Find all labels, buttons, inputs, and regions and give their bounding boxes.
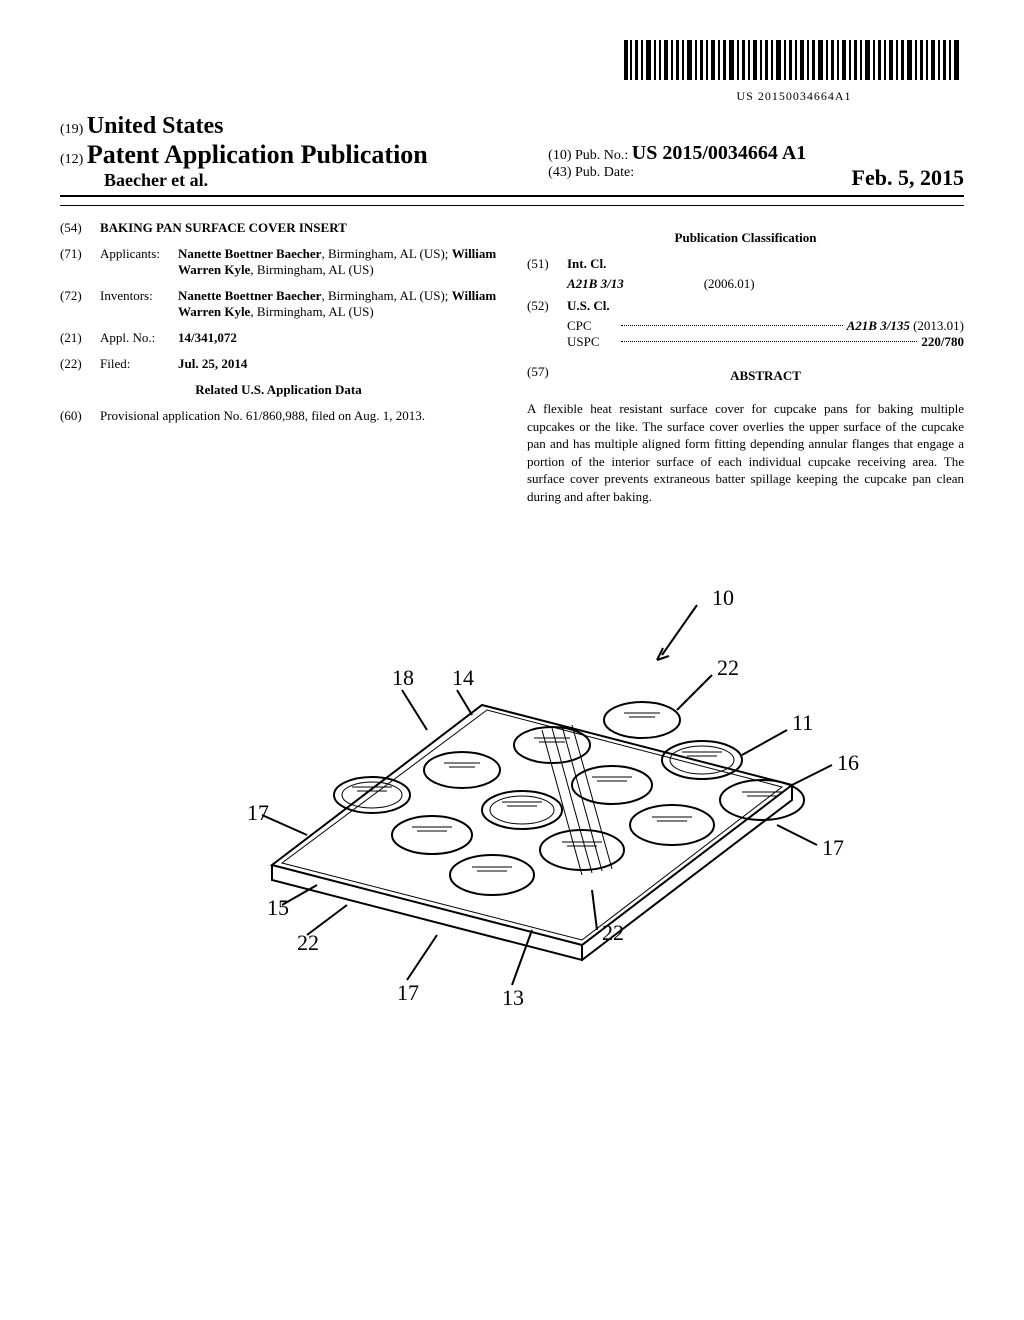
field-22: (22) Filed: Jul. 25, 2014 <box>60 356 497 372</box>
cpc-row: CPC A21B 3/135 (2013.01) <box>567 318 964 334</box>
intcl-ver: (2006.01) <box>704 276 755 292</box>
uspc-row: USPC 220/780 <box>567 334 964 350</box>
code-72: (72) <box>60 288 100 320</box>
body-71: Nanette Boettner Baecher, Birmingham, AL… <box>178 246 497 278</box>
field-71: (71) Applicants: Nanette Boettner Baeche… <box>60 246 497 278</box>
field-54: (54) BAKING PAN SURFACE COVER INSERT <box>60 220 497 236</box>
uspc-label: USPC <box>567 334 617 350</box>
code-71: (71) <box>60 246 100 278</box>
figure: 10 22 11 16 14 18 17 15 22 17 17 13 22 <box>60 535 964 1040</box>
pub-no: US 2015/0034664 A1 <box>632 142 806 164</box>
barcode: US 20150034664A1 <box>624 40 964 104</box>
related-heading: Related U.S. Application Data <box>60 382 497 398</box>
label-52: U.S. Cl. <box>567 298 610 313</box>
fig-label: 16 <box>837 750 859 775</box>
field-51: (51) Int. Cl. <box>527 256 964 272</box>
abstract-heading: ABSTRACT <box>567 368 964 384</box>
pub-class-heading: Publication Classification <box>527 230 964 246</box>
uspc-val: 220/780 <box>921 334 964 350</box>
code-43: (43) <box>548 165 571 180</box>
field-60: (60) Provisional application No. 61/860,… <box>60 408 497 424</box>
field-57: (57) ABSTRACT <box>527 364 964 390</box>
fig-label: 14 <box>452 665 474 690</box>
pub-no-label: Pub. No.: <box>575 148 628 163</box>
label-51: Int. Cl. <box>567 256 606 271</box>
fig-label: 11 <box>792 710 813 735</box>
pub-date: Feb. 5, 2015 <box>852 165 964 191</box>
fig-label: 13 <box>502 985 524 1010</box>
pub-date-line: (43) Pub. Date: Feb. 5, 2015 <box>548 165 964 191</box>
fig-label: 17 <box>247 800 269 825</box>
label-21: Appl. No.: <box>100 330 178 346</box>
country-line: (19) United States <box>60 113 530 140</box>
intcl-class: A21B 3/13 <box>567 276 624 291</box>
country: United States <box>87 113 224 139</box>
fig-label: 22 <box>602 920 624 945</box>
pub-date-label: Pub. Date: <box>575 165 634 180</box>
fig-label: 10 <box>712 585 734 610</box>
code-60: (60) <box>60 408 100 424</box>
doc-type: Patent Application Publication <box>87 140 428 169</box>
code-22: (22) <box>60 356 100 372</box>
body-columns: (54) BAKING PAN SURFACE COVER INSERT (71… <box>60 205 964 505</box>
header-right: (10) Pub. No.: US 2015/0034664 A1 (43) P… <box>548 142 964 191</box>
right-column: Publication Classification (51) Int. Cl.… <box>527 220 964 505</box>
cpc-year: (2013.01) <box>913 318 964 333</box>
code-54: (54) <box>60 220 100 236</box>
intcl-row: A21B 3/13 (2006.01) <box>567 276 964 292</box>
header-left: (19) United States (12) Patent Applicati… <box>60 113 530 191</box>
fig-label: 22 <box>717 655 739 680</box>
barcode-svg <box>624 40 964 82</box>
header: (19) United States (12) Patent Applicati… <box>60 113 964 197</box>
barcode-number: US 20150034664A1 <box>624 89 964 104</box>
fig-label: 17 <box>822 835 844 860</box>
code-12: (12) <box>60 152 83 167</box>
code-21: (21) <box>60 330 100 346</box>
code-10: (10) <box>548 148 571 163</box>
fig-label: 18 <box>392 665 414 690</box>
code-19: (19) <box>60 122 83 137</box>
field-52: (52) U.S. Cl. <box>527 298 964 314</box>
authors: Baecher et al. <box>60 170 530 191</box>
label-22: Filed: <box>100 356 178 372</box>
title-54: BAKING PAN SURFACE COVER INSERT <box>100 220 347 235</box>
cpc-val: A21B 3/135 <box>847 318 910 333</box>
figure-svg: 10 22 11 16 14 18 17 15 22 17 17 13 22 <box>152 535 872 1035</box>
label-71: Applicants: <box>100 246 178 278</box>
barcode-block: US 20150034664A1 <box>60 40 964 105</box>
code-51: (51) <box>527 256 567 272</box>
doc-type-line: (12) Patent Application Publication <box>60 140 530 170</box>
pub-no-line: (10) Pub. No.: US 2015/0034664 A1 <box>548 142 964 165</box>
left-column: (54) BAKING PAN SURFACE COVER INSERT (71… <box>60 220 497 505</box>
code-57: (57) <box>527 364 567 390</box>
body-72: Nanette Boettner Baecher, Birmingham, AL… <box>178 288 497 320</box>
fig-label: 22 <box>297 930 319 955</box>
cpc-label: CPC <box>567 318 617 334</box>
value-21: 14/341,072 <box>178 330 237 345</box>
value-22: Jul. 25, 2014 <box>178 356 247 371</box>
body-60: Provisional application No. 61/860,988, … <box>100 408 497 424</box>
code-52: (52) <box>527 298 567 314</box>
fig-label: 15 <box>267 895 289 920</box>
label-72: Inventors: <box>100 288 178 320</box>
field-72: (72) Inventors: Nanette Boettner Baecher… <box>60 288 497 320</box>
field-21: (21) Appl. No.: 14/341,072 <box>60 330 497 346</box>
fig-label: 17 <box>397 980 419 1005</box>
abstract-text: A flexible heat resistant surface cover … <box>527 400 964 505</box>
